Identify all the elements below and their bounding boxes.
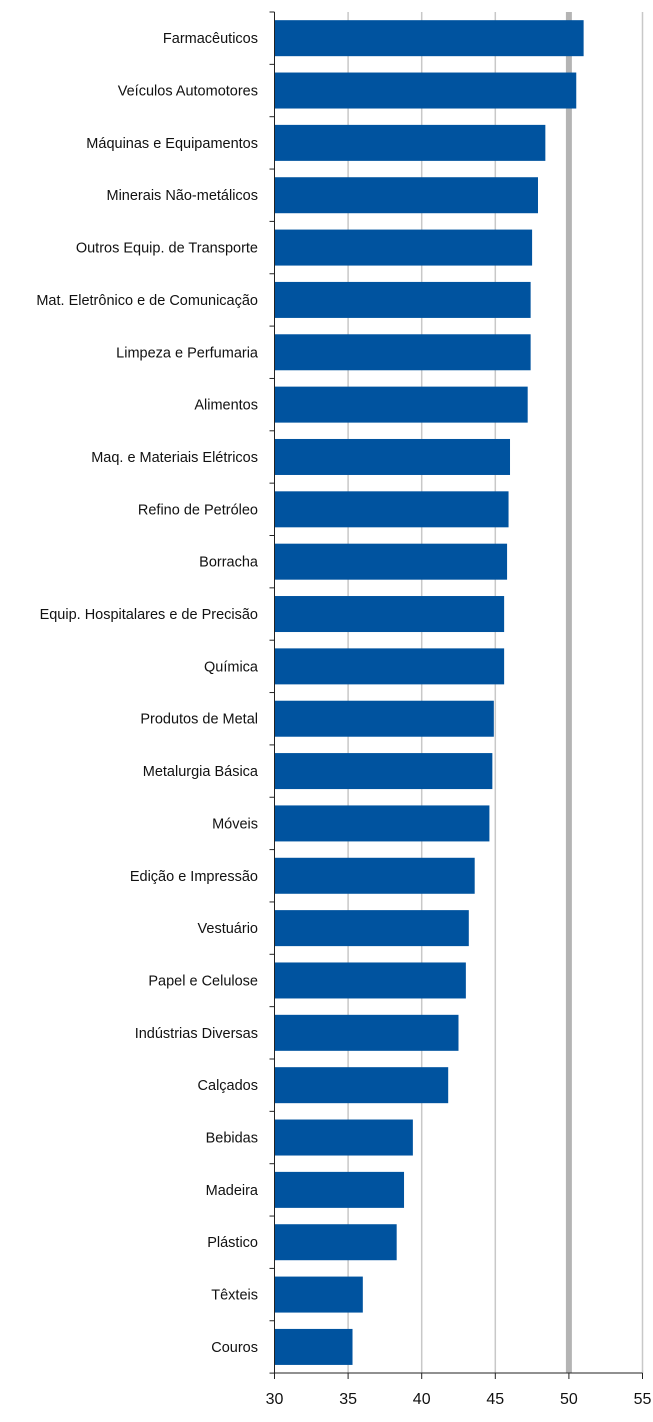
bar-14 (274, 700, 494, 737)
bar-21 (274, 1067, 449, 1104)
bar-10 (274, 491, 509, 528)
bar-6 (274, 281, 531, 318)
grid-lines (347, 12, 644, 1373)
category-label: Química (204, 659, 259, 675)
x-tick-label: 45 (486, 1391, 504, 1408)
bar-13 (274, 648, 505, 685)
category-label: Farmacêuticos (163, 31, 258, 47)
bar-15 (274, 753, 493, 790)
category-label: Móveis (212, 816, 258, 832)
x-tick-label: 50 (560, 1391, 578, 1408)
category-label: Borracha (199, 555, 259, 571)
bar-7 (274, 334, 531, 371)
x-tick-label: 35 (339, 1391, 357, 1408)
category-label: Maq. e Materiais Elétricos (91, 450, 258, 466)
category-label: Alimentos (194, 398, 258, 414)
category-label: Veículos Automotores (118, 84, 258, 100)
category-label: Refino de Petróleo (138, 502, 258, 518)
category-label: Vestuário (198, 921, 258, 937)
bar-12 (274, 596, 505, 633)
bar-2 (274, 72, 577, 109)
bar-8 (274, 386, 528, 423)
category-label: Limpeza e Perfumaria (116, 345, 259, 361)
category-label: Mat. Eletrônico e de Comunicação (36, 293, 258, 309)
category-label: Equip. Hospitalares e de Precisão (40, 607, 258, 623)
category-label: Plástico (207, 1235, 258, 1251)
category-label: Indústrias Diversas (135, 1026, 258, 1042)
category-label: Papel e Celulose (148, 973, 258, 989)
bar-5 (274, 229, 533, 266)
category-label: Têxteis (211, 1288, 258, 1304)
category-label: Outros Equip. de Transporte (76, 241, 258, 257)
bar-3 (274, 124, 546, 161)
bar-24 (274, 1224, 397, 1261)
category-label: Bebidas (206, 1131, 258, 1147)
category-label: Metalurgia Básica (143, 764, 259, 780)
bar-22 (274, 1119, 413, 1156)
x-tick-label: 55 (634, 1391, 652, 1408)
x-tick-label: 40 (413, 1391, 431, 1408)
axes (269, 11, 643, 1379)
category-label: Madeira (206, 1183, 259, 1199)
bar-4 (274, 177, 538, 214)
category-label: Calçados (198, 1078, 258, 1094)
bar-11 (274, 543, 508, 580)
x-tick-labels: 30 35 40 45 50 55 (266, 1391, 652, 1408)
bar-26 (274, 1328, 353, 1365)
bar-1 (274, 20, 584, 57)
bar-17 (274, 857, 475, 894)
bars (274, 20, 584, 1365)
bar-19 (274, 962, 466, 999)
bar-23 (274, 1171, 405, 1208)
bar-16 (274, 805, 490, 842)
category-labels: Farmacêuticos Veículos Automotores Máquina… (36, 31, 259, 1356)
category-label: Máquinas e Equipamentos (86, 136, 258, 152)
category-label: Produtos de Metal (140, 712, 258, 728)
bar-20 (274, 1014, 459, 1051)
bar-9 (274, 438, 511, 475)
x-tick-label: 30 (266, 1391, 284, 1408)
category-label: Minerais Não-metálicos (107, 188, 259, 204)
bar-25 (274, 1276, 363, 1313)
bar-18 (274, 910, 469, 947)
category-label: Couros (211, 1340, 258, 1356)
category-label: Edição e Impressão (130, 869, 258, 885)
